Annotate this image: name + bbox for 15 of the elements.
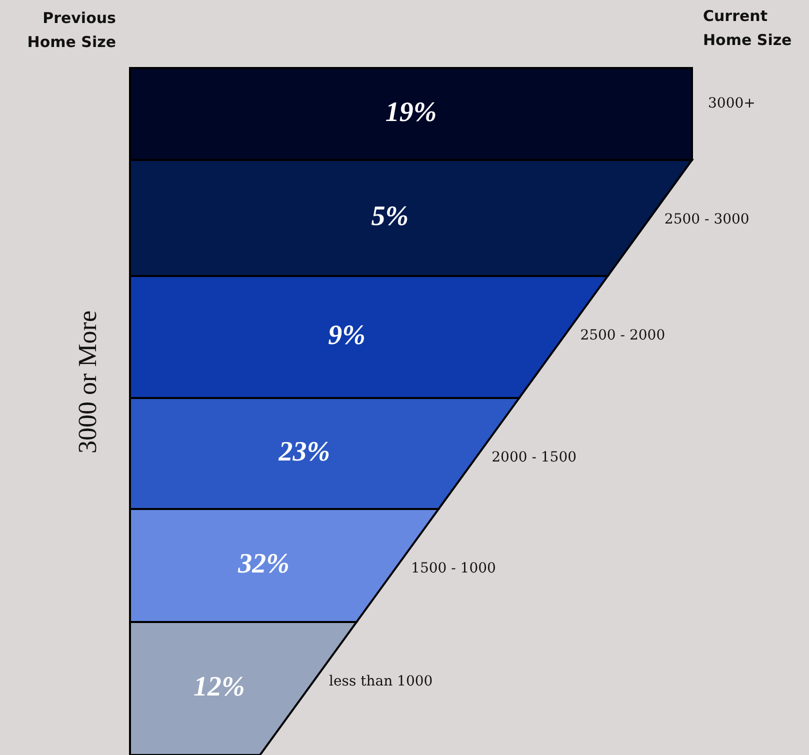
category-label: 2500 - 3000 <box>664 212 750 228</box>
data-label: 19% <box>385 97 437 128</box>
data-label: 12% <box>193 672 245 703</box>
category-label: 2500 - 2000 <box>580 328 666 344</box>
data-label: 23% <box>278 436 330 468</box>
text: 3000 or More <box>73 310 103 454</box>
category-label: 3000+ <box>708 96 756 112</box>
data-label: 5% <box>371 201 409 232</box>
text: Current Home Size <box>703 6 793 51</box>
category-label: 1500 - 1000 <box>411 560 496 577</box>
category-label: less than 1000 <box>329 674 433 690</box>
text: Previous Home Size <box>26 8 116 53</box>
data-label: 9% <box>328 320 366 352</box>
data-label: 32% <box>237 548 290 580</box>
category-label: 2000 - 1500 <box>492 450 577 466</box>
